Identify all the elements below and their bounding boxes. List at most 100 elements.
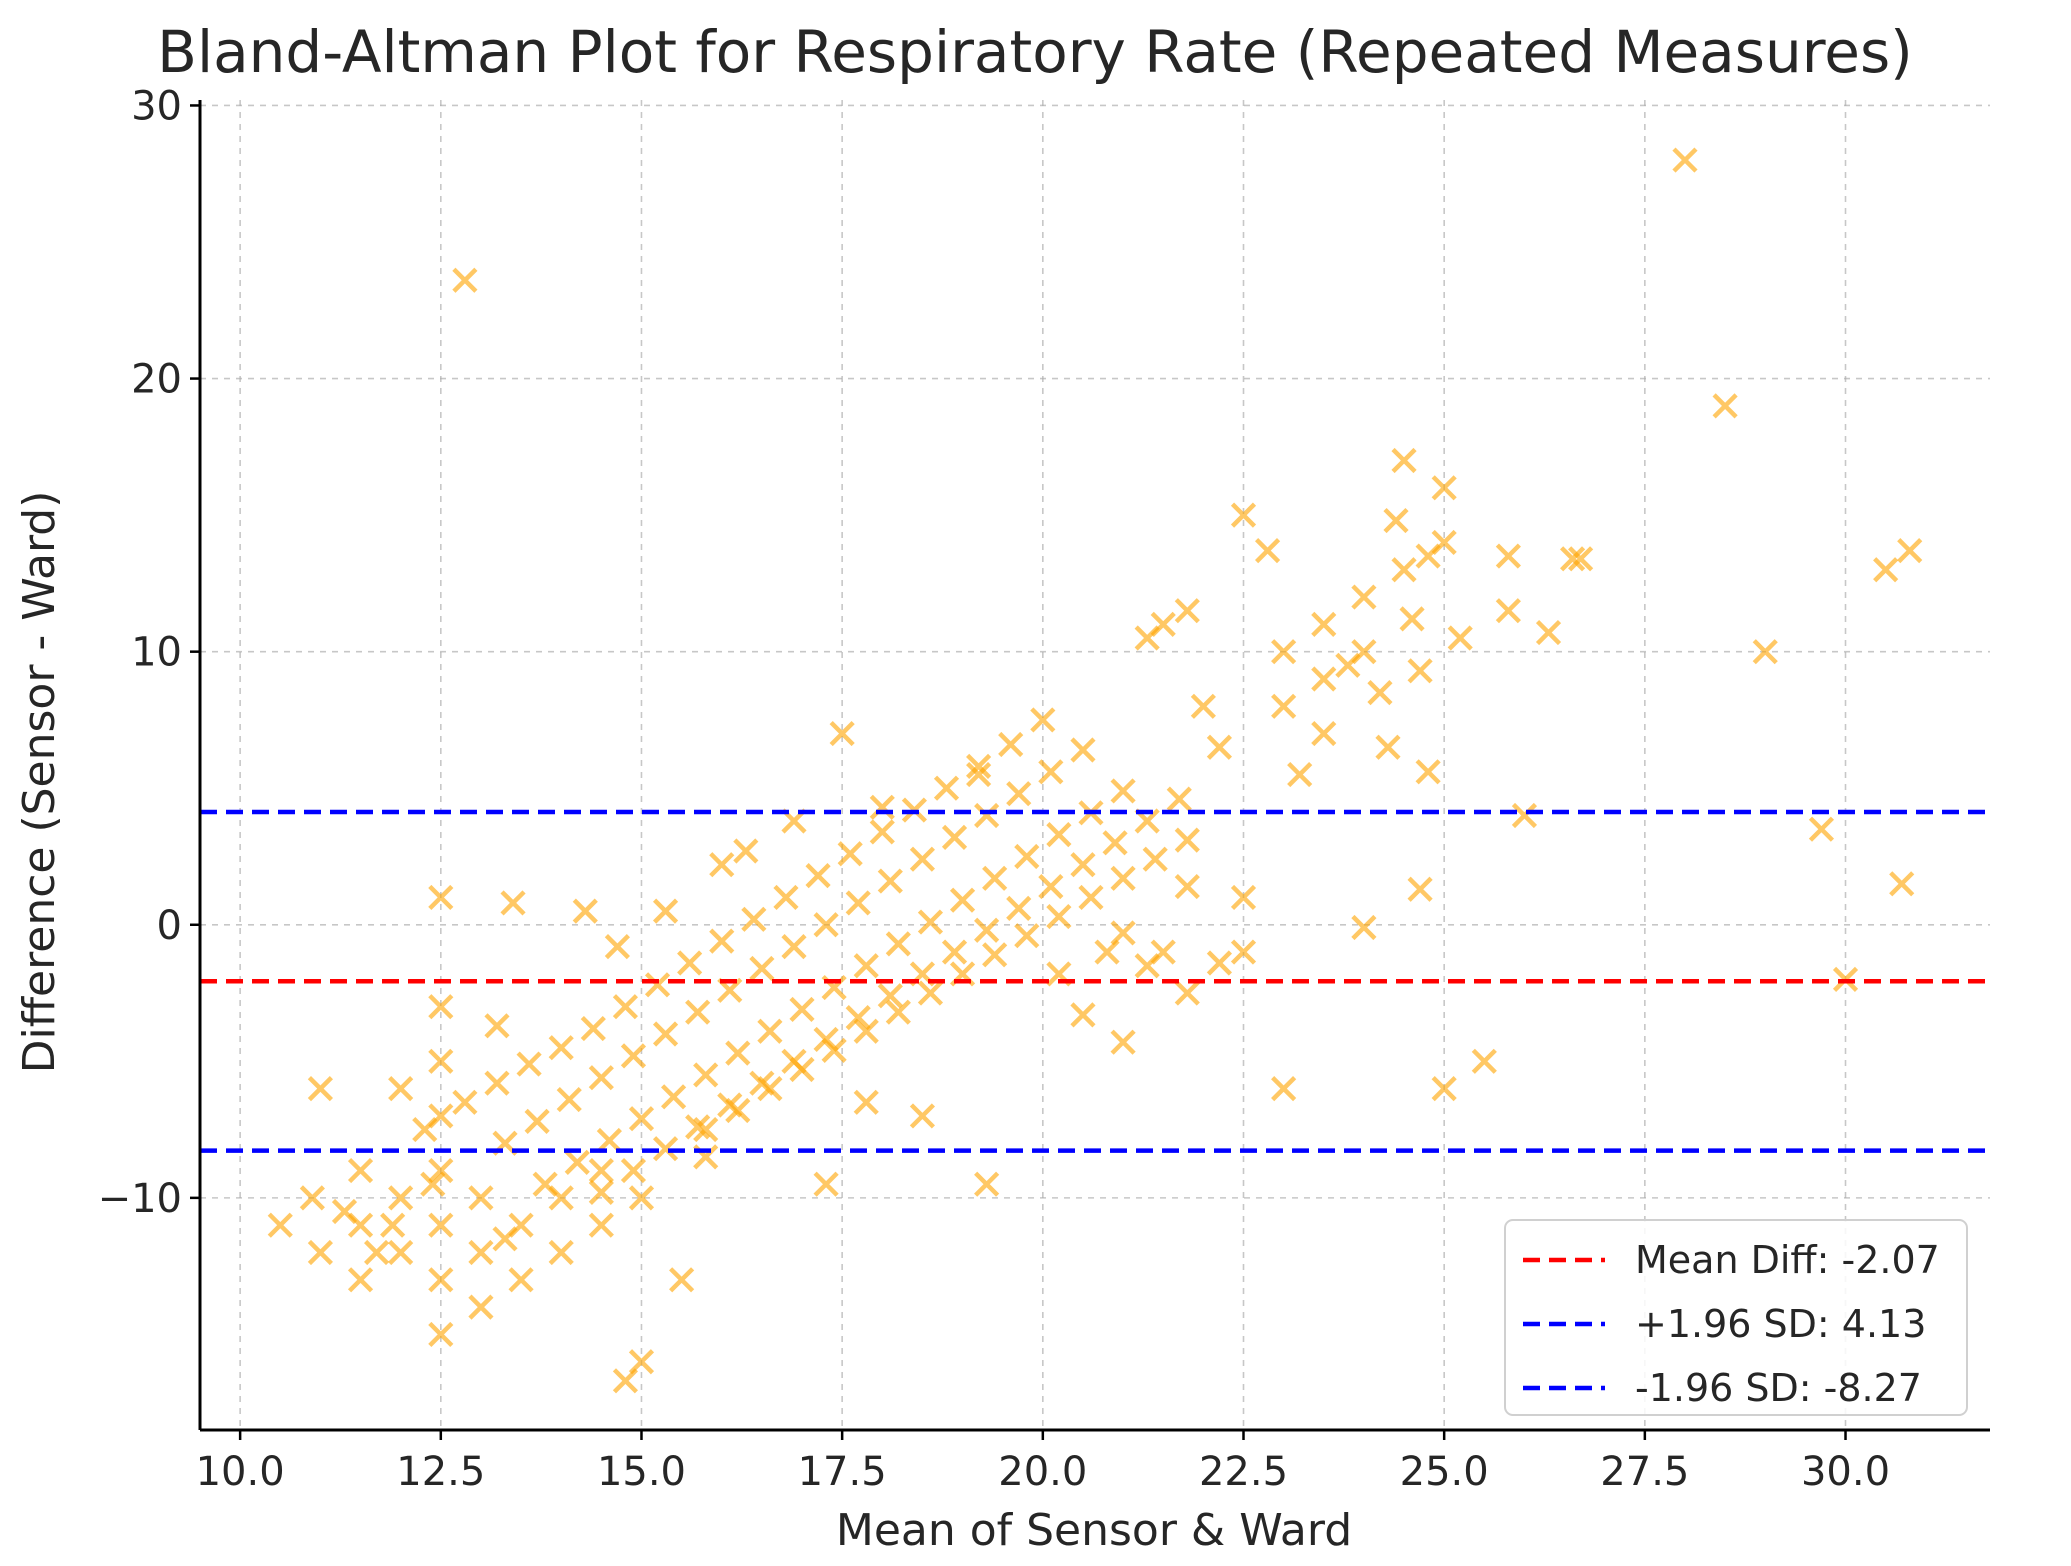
data-point-stroke — [1134, 808, 1160, 834]
data-point-stroke — [1206, 950, 1233, 976]
data-point-stroke — [388, 1185, 414, 1211]
data-point — [524, 1108, 550, 1134]
data-point — [1230, 502, 1257, 528]
legend-box — [1504, 1219, 1968, 1416]
chart-title: Bland-Altman Plot for Respiratory Rate (… — [157, 18, 1913, 86]
data-point — [741, 906, 767, 932]
data-point — [628, 1185, 655, 1211]
data-point-stroke — [709, 852, 735, 878]
data-point — [1351, 584, 1377, 610]
data-point — [853, 953, 879, 979]
data-point — [773, 884, 799, 911]
data-point-stroke — [1110, 778, 1136, 804]
data-point — [1568, 546, 1594, 572]
data-point — [877, 983, 903, 1009]
data-point — [845, 1005, 871, 1031]
data-point — [652, 1136, 679, 1162]
data-point — [1431, 529, 1457, 556]
data-point-stroke — [974, 802, 1000, 829]
data-point — [1311, 666, 1337, 692]
data-point — [885, 999, 911, 1025]
data-point-stroke — [1391, 557, 1417, 583]
data-point — [1399, 606, 1425, 632]
data-point-stroke — [1391, 447, 1417, 474]
data-point — [612, 994, 639, 1020]
data-point — [877, 868, 903, 894]
y-tick-label: −10 — [98, 1176, 182, 1222]
data-point-stroke — [941, 824, 968, 850]
data-point — [677, 950, 703, 976]
data-point — [484, 1013, 510, 1039]
data-point-stroke — [966, 761, 992, 788]
data-point-stroke — [1014, 843, 1040, 870]
data-point-stroke — [685, 999, 711, 1025]
data-point — [1046, 903, 1072, 930]
data-point — [1174, 598, 1200, 624]
data-point-stroke — [1407, 876, 1433, 902]
data-point-stroke — [428, 1103, 454, 1129]
data-point — [1030, 707, 1056, 733]
data-point-stroke — [572, 898, 598, 924]
data-point-stroke — [428, 884, 454, 911]
data-point — [428, 1321, 454, 1348]
data-point — [1447, 625, 1473, 651]
data-point-stroke — [933, 775, 960, 801]
data-point-stroke — [628, 1106, 655, 1132]
data-point-stroke — [660, 1084, 687, 1110]
data-point-stroke — [1367, 680, 1393, 706]
data-point-stroke — [693, 1062, 719, 1088]
data-point-stroke — [805, 863, 831, 889]
data-point — [604, 934, 630, 960]
data-point — [388, 1239, 414, 1266]
data-point-stroke — [380, 1212, 406, 1238]
data-point-stroke — [1672, 147, 1698, 173]
data-point-stroke — [428, 1048, 454, 1074]
data-point — [813, 912, 839, 938]
data-point-stroke — [388, 1239, 414, 1266]
data-point — [1897, 538, 1923, 564]
data-point-stroke — [468, 1239, 494, 1266]
data-point-stroke — [773, 884, 799, 911]
data-point-stroke — [1110, 1029, 1136, 1055]
data-point — [853, 1089, 879, 1115]
data-point-stroke — [1142, 846, 1168, 872]
data-point — [1046, 822, 1072, 848]
data-point — [508, 1267, 534, 1293]
data-point-stroke — [845, 1005, 871, 1031]
data-point — [468, 1185, 494, 1211]
data-point-stroke — [789, 996, 815, 1023]
data-point — [813, 1171, 839, 1197]
data-point-stroke — [428, 1267, 454, 1293]
data-point-stroke — [869, 794, 895, 820]
data-point — [452, 267, 478, 293]
data-point-stroke — [1873, 557, 1899, 583]
x-tick-label: 17.5 — [798, 1449, 887, 1495]
data-point — [1110, 1029, 1136, 1055]
data-point-stroke — [1006, 781, 1032, 807]
data-point-stroke — [620, 1157, 647, 1184]
data-point-stroke — [1712, 393, 1738, 419]
data-point-stroke — [1407, 658, 1433, 684]
data-point — [548, 1035, 574, 1061]
data-point-stroke — [1287, 761, 1313, 788]
data-point-stroke — [1351, 584, 1377, 610]
data-point — [620, 1157, 647, 1184]
data-point — [1351, 639, 1377, 665]
data-point — [1511, 802, 1538, 829]
data-point — [805, 863, 831, 889]
data-point — [941, 824, 968, 850]
data-point — [644, 972, 671, 998]
data-point — [428, 1157, 454, 1184]
data-point-stroke — [821, 974, 847, 1001]
data-point-stroke — [1495, 543, 1521, 569]
data-point-stroke — [789, 1056, 815, 1083]
legend-lower-loa-label: -1.96 SD: -8.27 — [1635, 1366, 1922, 1410]
data-point — [1495, 543, 1521, 569]
data-point — [1110, 778, 1136, 804]
data-point-stroke — [877, 868, 903, 894]
data-point — [829, 721, 855, 747]
data-point — [1166, 786, 1192, 812]
data-point-stroke — [307, 1239, 333, 1266]
data-point — [548, 1239, 574, 1266]
data-point-stroke — [685, 1114, 711, 1140]
